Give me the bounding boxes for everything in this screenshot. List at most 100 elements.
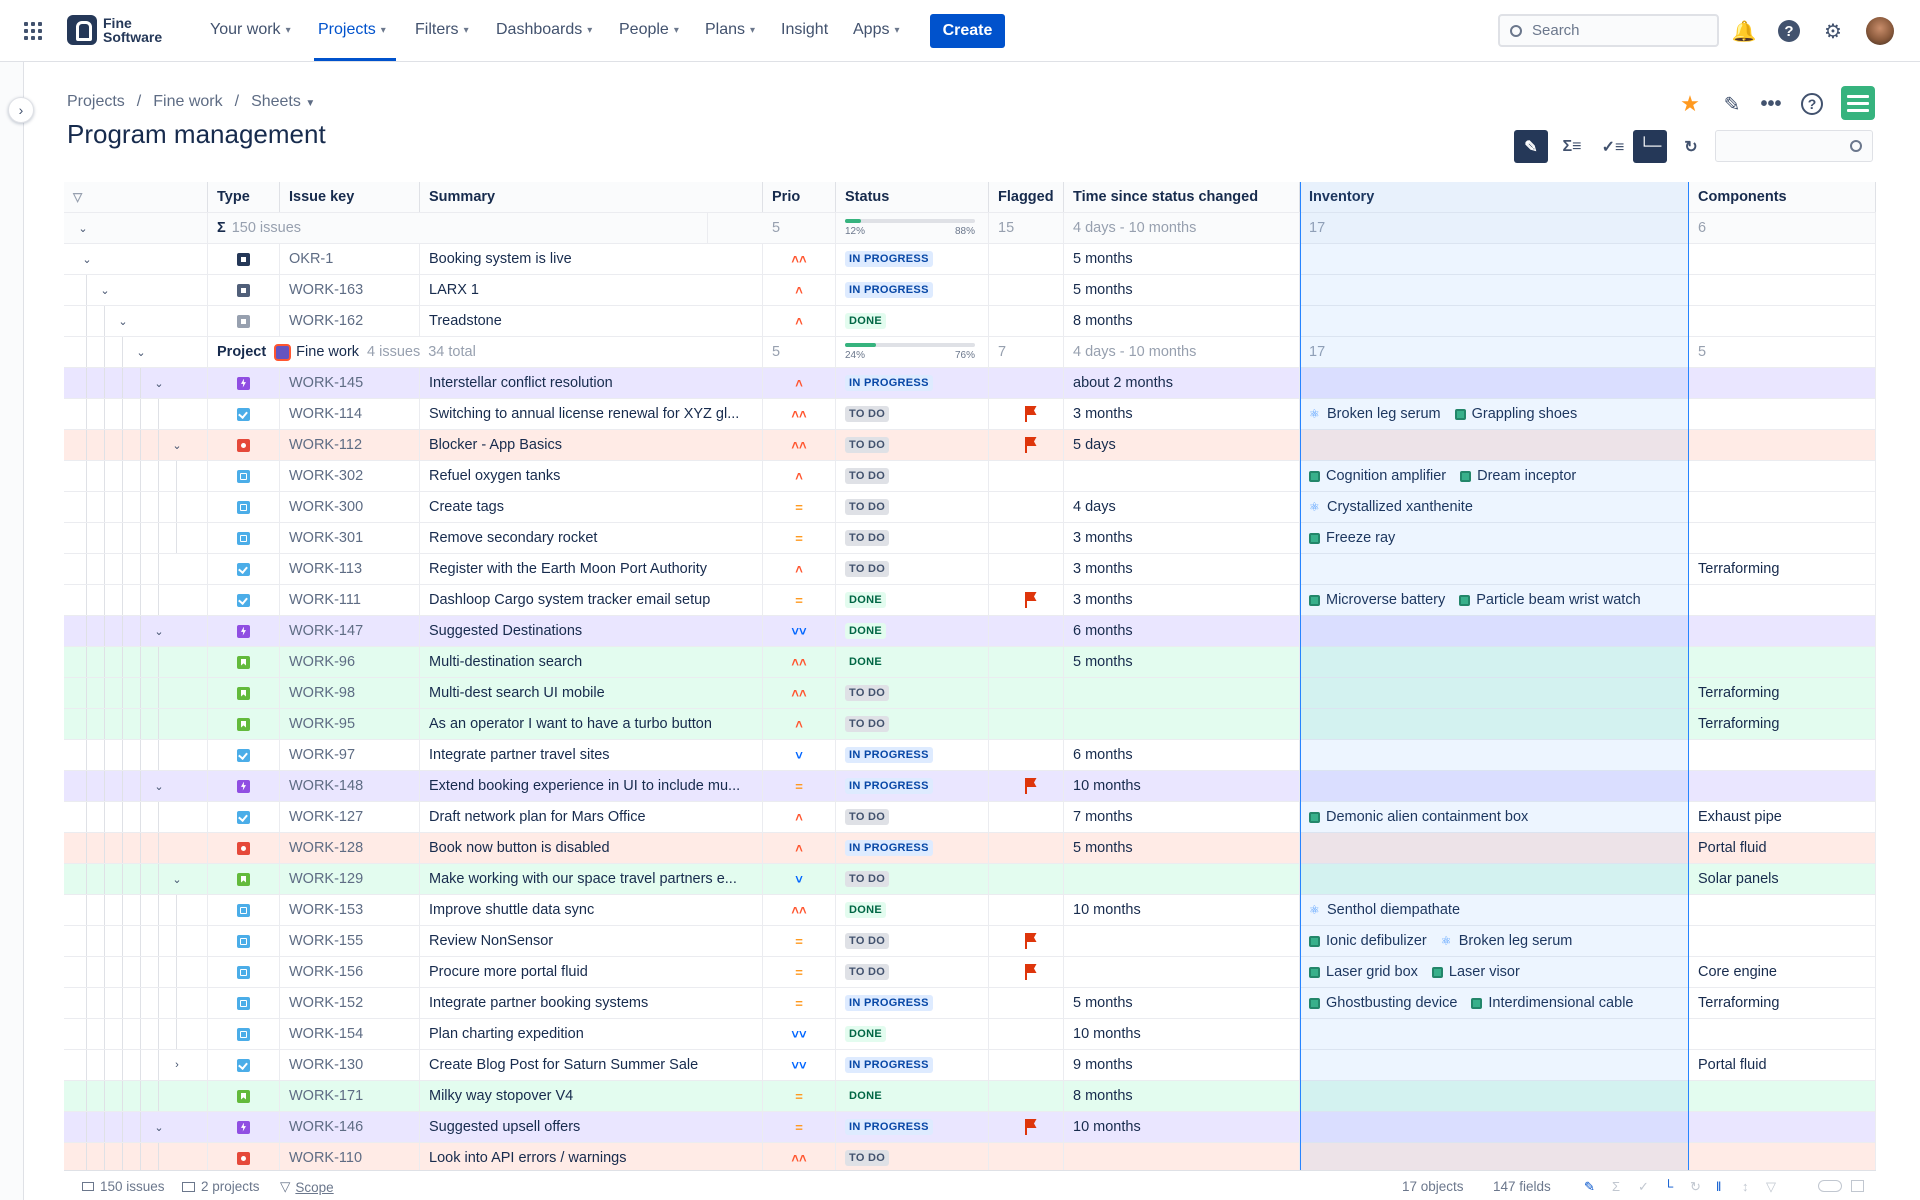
nav-item-apps[interactable]: Apps ▾: [853, 21, 900, 39]
inventory-cell[interactable]: [1300, 244, 1689, 274]
summary-cell[interactable]: Procure more portal fluid: [420, 957, 763, 987]
status-cell[interactable]: TO DO: [836, 1143, 989, 1170]
issue-row[interactable]: ⌄ WORK-112 Blocker - App Basics ˄˄ TO DO 5 da…: [64, 430, 1876, 461]
issue-key-cell[interactable]: WORK-171: [280, 1081, 420, 1111]
inventory-cell[interactable]: Laser grid box Laser visor: [1300, 957, 1689, 987]
chevron-down-icon[interactable]: ⌄: [172, 873, 182, 886]
status-cell[interactable]: IN PROGRESS: [836, 740, 989, 770]
components-cell[interactable]: Solar panels: [1689, 864, 1876, 894]
status-cell[interactable]: DONE: [836, 616, 989, 646]
flagged-cell[interactable]: [989, 771, 1064, 801]
status-cell[interactable]: TO DO: [836, 461, 989, 491]
issue-key-cell[interactable]: WORK-96: [280, 647, 420, 677]
priority-cell[interactable]: =: [763, 926, 836, 956]
issue-row[interactable]: WORK-156 Procure more portal fluid = TO DO L…: [64, 957, 1876, 988]
chevron-down-icon[interactable]: ⌄: [82, 253, 92, 266]
components-cell[interactable]: [1689, 740, 1876, 770]
chevron-down-icon[interactable]: ⌄: [154, 1121, 164, 1134]
status-cell[interactable]: TO DO: [836, 399, 989, 429]
nav-item-projects[interactable]: Projects ▾: [318, 21, 386, 39]
flagged-cell[interactable]: [989, 895, 1064, 925]
flagged-cell[interactable]: [989, 833, 1064, 863]
priority-cell[interactable]: ˅: [763, 740, 836, 770]
inventory-cell[interactable]: ⚛ Broken leg serum Grappling shoes: [1300, 399, 1689, 429]
issue-row[interactable]: ⌄ OKR-1 Booking system is live ˄˄ IN PROGRES…: [64, 244, 1876, 275]
inventory-cell[interactable]: [1300, 1050, 1689, 1080]
inventory-cell[interactable]: ⚛ Senthol diempathate: [1300, 895, 1689, 925]
issue-key-cell[interactable]: WORK-110: [280, 1143, 420, 1170]
issue-row[interactable]: WORK-302 Refuel oxygen tanks ˄ TO DO Cogniti…: [64, 461, 1876, 492]
global-search-input[interactable]: Search: [1498, 14, 1719, 47]
inventory-cell[interactable]: [1300, 430, 1689, 460]
issue-row[interactable]: WORK-171 Milky way stopover V4 = DONE 8 mont…: [64, 1081, 1876, 1112]
summary-cell[interactable]: Treadstone: [420, 306, 763, 336]
flagged-cell[interactable]: [989, 864, 1064, 894]
status-cell[interactable]: IN PROGRESS: [836, 988, 989, 1018]
status-cell[interactable]: DONE: [836, 306, 989, 336]
priority-cell[interactable]: =: [763, 585, 836, 615]
expand-sidebar-button[interactable]: ›: [8, 97, 34, 123]
status-cell[interactable]: IN PROGRESS: [836, 833, 989, 863]
inventory-cell[interactable]: Cognition amplifier Dream inceptor: [1300, 461, 1689, 491]
components-cell[interactable]: Core engine: [1689, 957, 1876, 987]
priority-cell[interactable]: ˅˅: [763, 1050, 836, 1080]
summary-cell[interactable]: Create Blog Post for Saturn Summer Sale: [420, 1050, 763, 1080]
inventory-chip[interactable]: ⚛ Crystallized xanthenite: [1309, 499, 1473, 515]
summary-cell[interactable]: Interstellar conflict resolution: [420, 368, 763, 398]
issue-row[interactable]: WORK-110 Look into API errors / warnings ˄…: [64, 1143, 1876, 1170]
status-cell[interactable]: TO DO: [836, 957, 989, 987]
status-cell[interactable]: IN PROGRESS: [836, 1050, 989, 1080]
hierarchy-icon[interactable]: └: [1664, 1179, 1674, 1194]
priority-cell[interactable]: =: [763, 523, 836, 553]
filter-icon[interactable]: ▽: [73, 190, 83, 204]
issue-key-cell[interactable]: WORK-147: [280, 616, 420, 646]
flagged-cell[interactable]: [989, 1081, 1064, 1111]
refresh-icon[interactable]: ↻: [1690, 1179, 1701, 1194]
inventory-chip[interactable]: Laser grid box: [1309, 964, 1418, 980]
issue-row[interactable]: ⌄ WORK-163 LARX 1 ˄ IN PROGRESS 5 months: [64, 275, 1876, 306]
priority-cell[interactable]: ˄: [763, 306, 836, 336]
components-cell[interactable]: [1689, 585, 1876, 615]
issue-key-cell[interactable]: WORK-162: [280, 306, 420, 336]
flagged-cell[interactable]: [989, 368, 1064, 398]
issue-row[interactable]: WORK-98 Multi-dest search UI mobile ˄˄ TO D…: [64, 678, 1876, 709]
settings-gear-icon[interactable]: ⚙: [1824, 20, 1842, 43]
components-cell[interactable]: Terraforming: [1689, 709, 1876, 739]
column-header-inventory[interactable]: Inventory: [1300, 182, 1689, 212]
summary-cell[interactable]: Remove secondary rocket: [420, 523, 763, 553]
column-header-summary[interactable]: Summary: [420, 182, 763, 212]
column-header-components[interactable]: Components: [1689, 182, 1876, 212]
issue-row[interactable]: ⌄ WORK-147 Suggested Destinations ˅˅ DONE 6 m…: [64, 616, 1876, 647]
issue-row[interactable]: WORK-96 Multi-destination search ˄˄ DONE 5 m…: [64, 647, 1876, 678]
issue-row[interactable]: WORK-113 Register with the Earth Moon Por…: [64, 554, 1876, 585]
inventory-cell[interactable]: [1300, 740, 1689, 770]
issue-key-cell[interactable]: WORK-95: [280, 709, 420, 739]
issue-row[interactable]: WORK-111 Dashloop Cargo system tracker em…: [64, 585, 1876, 616]
summary-cell[interactable]: Book now button is disabled: [420, 833, 763, 863]
format-icon[interactable]: ✎: [1584, 1179, 1595, 1194]
nav-item-dashboards[interactable]: Dashboards ▾: [496, 21, 592, 39]
status-cell[interactable]: DONE: [836, 1081, 989, 1111]
flagged-cell[interactable]: [989, 740, 1064, 770]
grid-search-input[interactable]: [1715, 130, 1873, 162]
issue-row[interactable]: WORK-95 As an operator I want to have a t…: [64, 709, 1876, 740]
issue-key-cell[interactable]: WORK-130: [280, 1050, 420, 1080]
inventory-cell[interactable]: [1300, 833, 1689, 863]
summary-cell[interactable]: Multi-destination search: [420, 647, 763, 677]
issue-key-cell[interactable]: WORK-301: [280, 523, 420, 553]
inventory-cell[interactable]: [1300, 368, 1689, 398]
issue-row[interactable]: ⌄ WORK-148 Extend booking experience in UI…: [64, 771, 1876, 802]
issue-key-cell[interactable]: WORK-154: [280, 1019, 420, 1049]
issue-row[interactable]: WORK-128 Book now button is disabled ˄ IN P…: [64, 833, 1876, 864]
issue-key-cell[interactable]: WORK-300: [280, 492, 420, 522]
flagged-cell[interactable]: [989, 678, 1064, 708]
components-cell[interactable]: [1689, 1019, 1876, 1049]
sort-icon[interactable]: ↕: [1742, 1179, 1749, 1194]
issue-key-cell[interactable]: WORK-114: [280, 399, 420, 429]
status-cell[interactable]: DONE: [836, 585, 989, 615]
inventory-chip[interactable]: Interdimensional cable: [1471, 995, 1633, 1011]
summary-cell[interactable]: Improve shuttle data sync: [420, 895, 763, 925]
inventory-cell[interactable]: [1300, 275, 1689, 305]
components-cell[interactable]: [1689, 895, 1876, 925]
flagged-cell[interactable]: [989, 802, 1064, 832]
